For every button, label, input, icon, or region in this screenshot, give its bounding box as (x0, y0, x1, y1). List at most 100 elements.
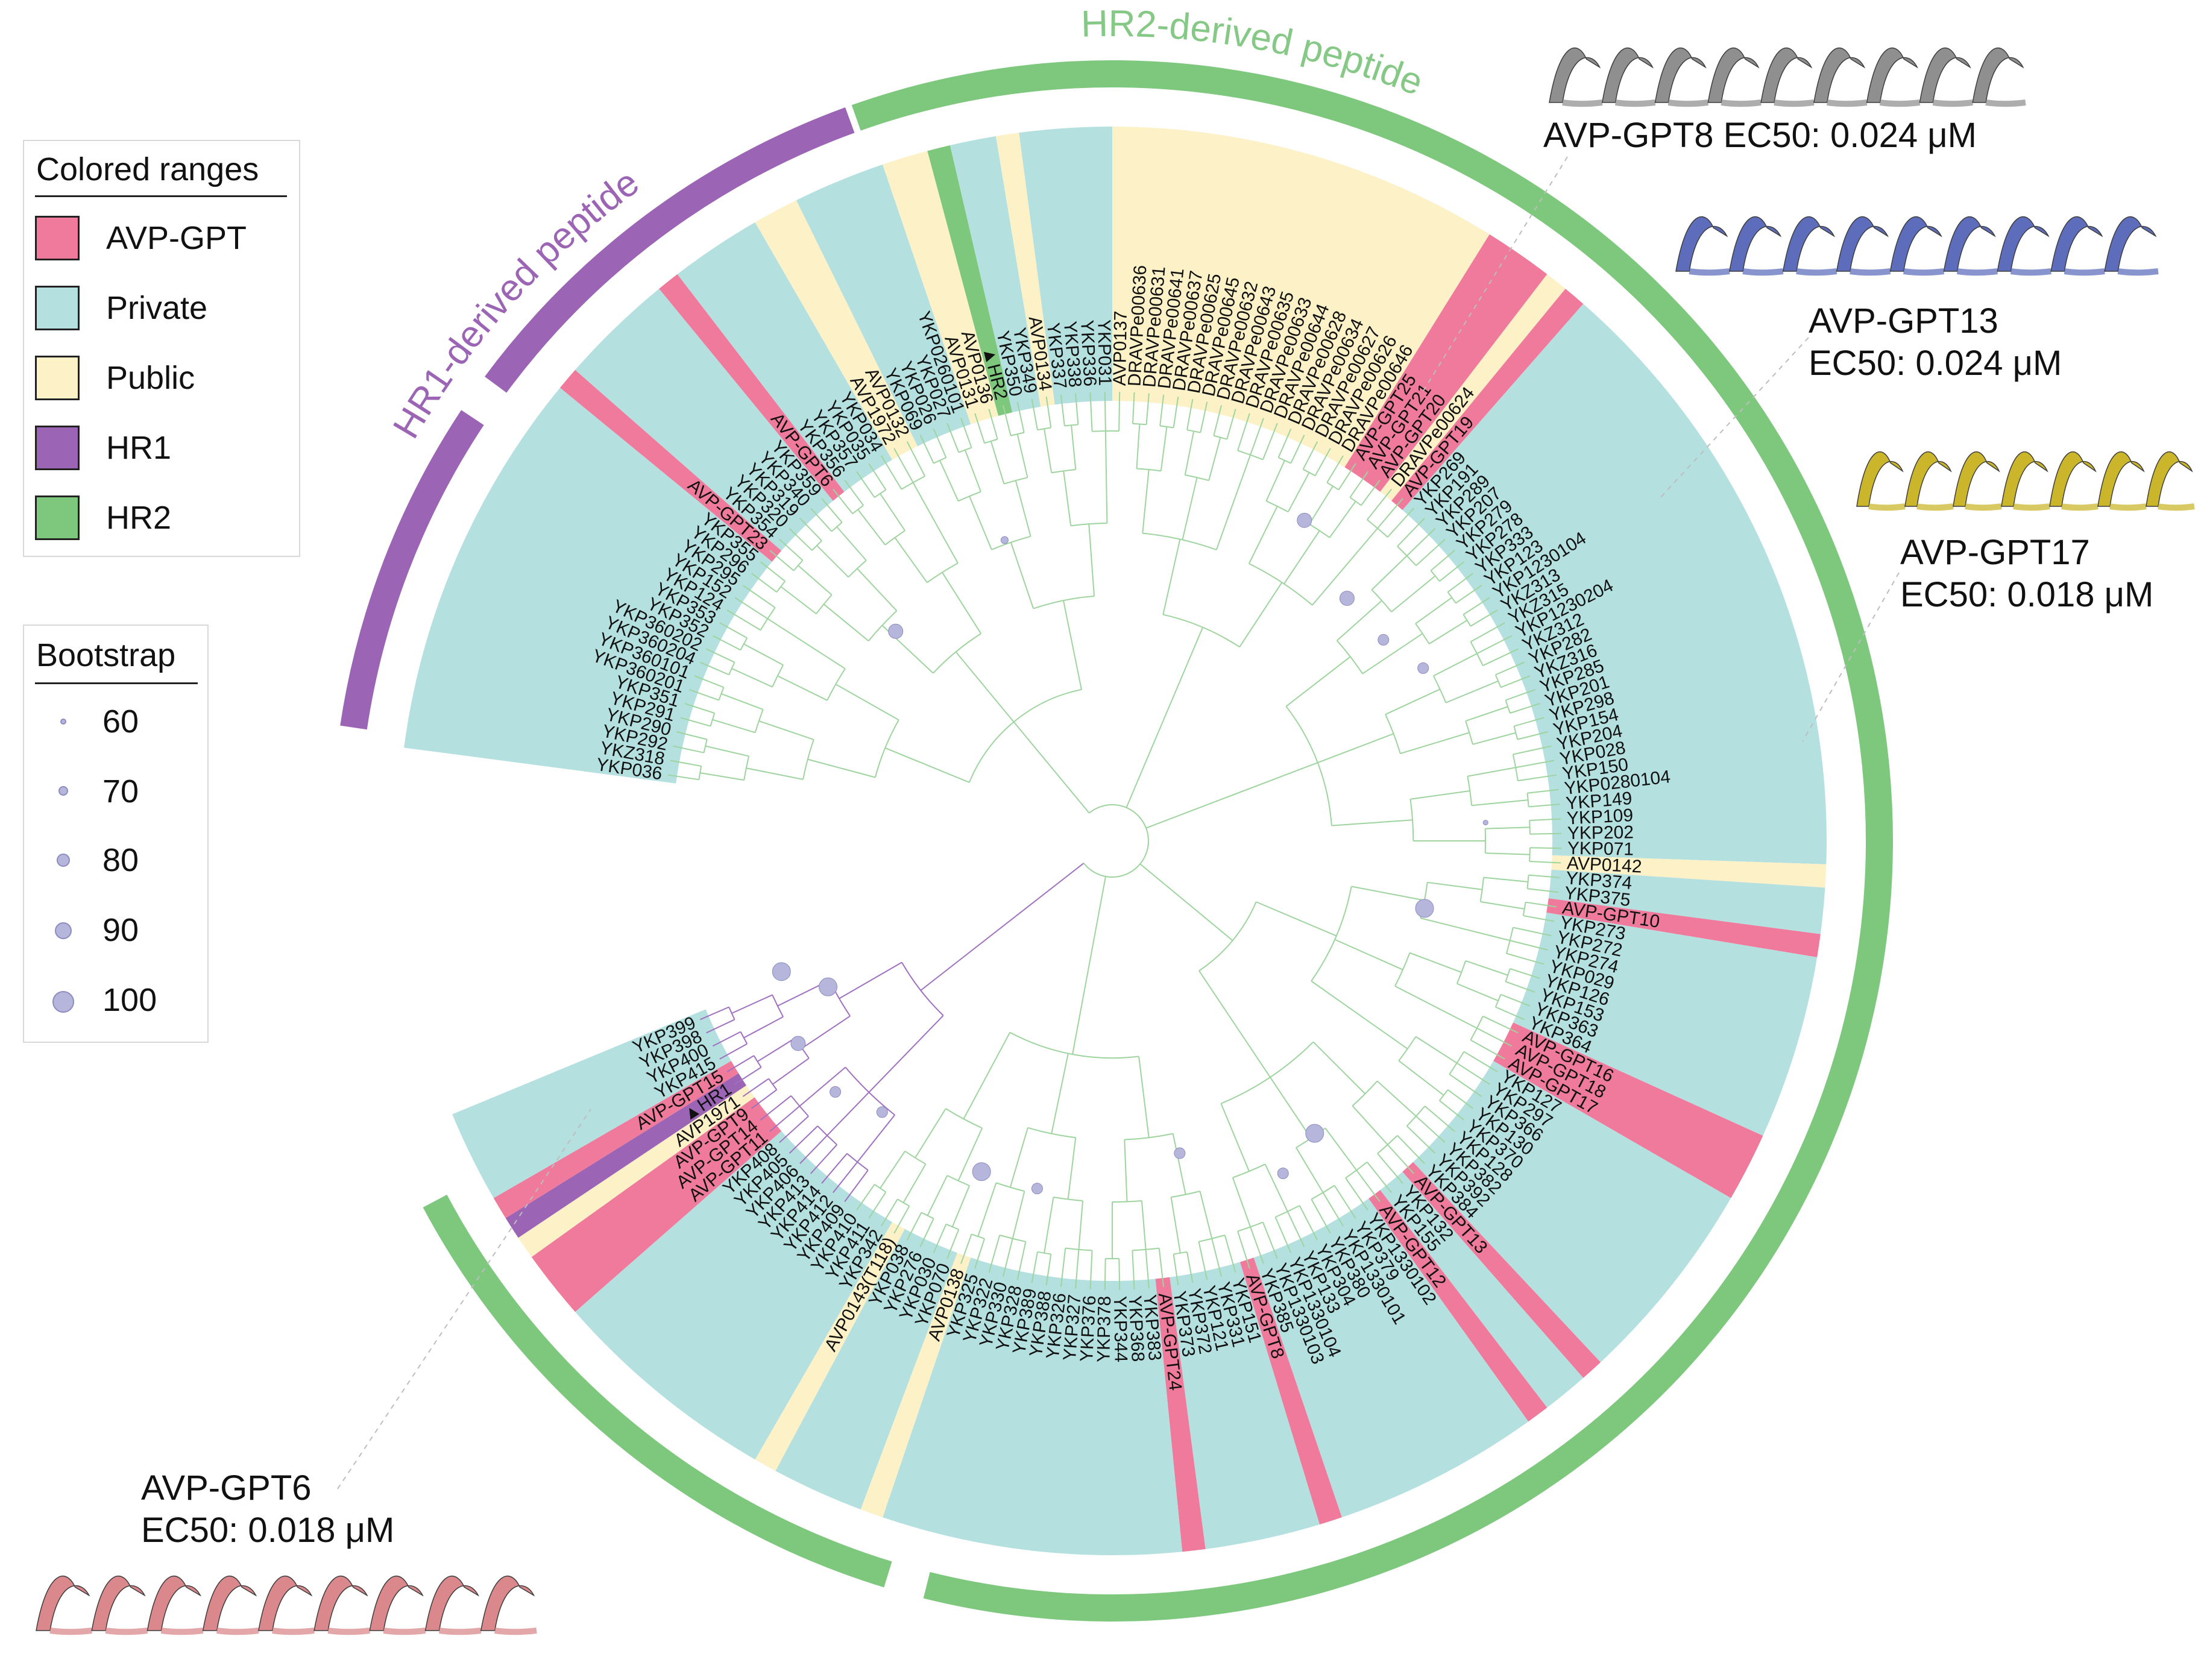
branch (1335, 940, 1403, 970)
branch (1171, 1197, 1180, 1253)
branch (1182, 477, 1197, 540)
branch (1217, 455, 1250, 550)
branch (894, 448, 913, 483)
branch (1395, 986, 1477, 1028)
bootstrap-marker (972, 1163, 990, 1181)
annotation-line: EC50: 0.018 μM (141, 1509, 394, 1552)
branch (858, 509, 885, 545)
branch (1415, 1037, 1456, 1063)
branch (991, 441, 1004, 484)
bootstrap-marker (1297, 513, 1312, 527)
bootstrap-markers (772, 513, 1488, 1194)
branch (778, 676, 827, 700)
branch (732, 995, 772, 1013)
bootstrap-marker (1277, 1168, 1288, 1179)
bootstrap-legend-title: Bootstrap (36, 637, 175, 674)
branch (1337, 600, 1382, 640)
branch (1311, 981, 1408, 1049)
bootstrap-marker (889, 624, 903, 638)
bootstrap-marker (819, 978, 837, 996)
branch (1434, 653, 1477, 676)
branch (1063, 471, 1071, 526)
annotation-avp-gpt17: AVP-GPT17 EC50: 0.018 μM (1900, 532, 2153, 616)
branch (1309, 486, 1333, 524)
branch (1318, 734, 1394, 763)
branch (1409, 953, 1461, 972)
bootstrap-marker (791, 1036, 805, 1051)
branch (927, 1175, 947, 1215)
avp-gpt13-helix (1676, 217, 2158, 273)
branch (770, 550, 794, 571)
bootstrap-legend: Bootstrap 60 70 80 90 100 (23, 624, 209, 1043)
branch (880, 1151, 905, 1189)
branch (1010, 1128, 1028, 1188)
public-swatch (35, 356, 80, 400)
branch (1470, 623, 1505, 642)
branch (1185, 431, 1194, 475)
branch (1288, 473, 1309, 512)
branch (735, 597, 768, 618)
branch (837, 527, 866, 561)
annotation-avp-gpt6: AVP-GPT6 EC50: 0.018 μM (141, 1467, 394, 1552)
avp-gpt-swatch (35, 216, 80, 260)
branch (1466, 961, 1508, 975)
branch (921, 863, 1083, 990)
legend-divider (35, 195, 287, 197)
branch (1335, 1186, 1356, 1219)
annotation-avp-gpt8: AVP-GPT8 EC50: 0.024 μM (1543, 115, 1977, 157)
branch (790, 529, 812, 550)
branch (727, 610, 761, 630)
branch (1446, 681, 1498, 703)
bootstrap-label: 70 (102, 773, 139, 810)
branch (869, 1016, 943, 1092)
branch (1209, 438, 1220, 480)
avp-gpt6-helix (36, 1576, 537, 1632)
branch (1470, 1040, 1505, 1059)
branch (1139, 1056, 1149, 1137)
branch (767, 618, 845, 669)
annotation-line: EC50: 0.018 μM (1900, 574, 2153, 616)
branch (836, 684, 899, 720)
branch (811, 508, 832, 532)
branch (1415, 597, 1452, 623)
legend-divider (35, 682, 198, 684)
branch (1378, 1081, 1416, 1116)
branch (1311, 1199, 1330, 1233)
branch (773, 1059, 809, 1084)
branch (1449, 1074, 1481, 1096)
branch (1173, 1134, 1186, 1195)
branch (779, 540, 803, 561)
branch (1391, 576, 1435, 612)
branch (1313, 1042, 1365, 1093)
branch (1072, 876, 1106, 1054)
branch (956, 652, 1013, 722)
bootstrap-marker (1415, 899, 1434, 917)
branch (880, 494, 905, 531)
branch (1485, 827, 1530, 828)
bootstrap-marker (1174, 1148, 1185, 1159)
branch (1399, 1061, 1444, 1095)
annotation-avp-gpt13: AVP-GPT13 EC50: 0.024 μM (1809, 300, 2062, 385)
branch (1457, 1063, 1490, 1084)
branch (1256, 902, 1337, 936)
branch (1078, 1201, 1083, 1250)
bootstrap-dot-100 (52, 991, 74, 1013)
bootstrap-marker (1483, 820, 1488, 825)
branch (881, 456, 901, 489)
legend-item-hr1: HR1 (35, 422, 300, 480)
branch (1457, 984, 1498, 1001)
branch (1270, 1077, 1311, 1138)
branch (827, 1092, 869, 1136)
branch (802, 1016, 850, 1048)
branch (1266, 461, 1285, 501)
branch (1140, 864, 1232, 940)
branch (940, 461, 959, 501)
branch (1233, 1178, 1250, 1227)
bootstrap-dot-60 (60, 719, 66, 725)
branch (713, 720, 755, 732)
branch (1011, 543, 1033, 609)
branch (1051, 1054, 1068, 1134)
root-arc (1084, 805, 1148, 877)
branch (721, 694, 763, 709)
